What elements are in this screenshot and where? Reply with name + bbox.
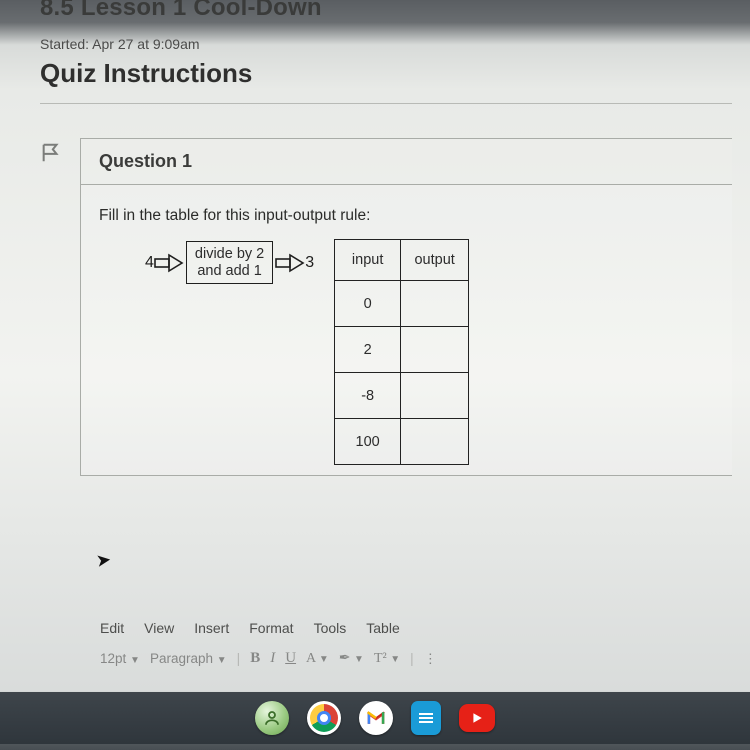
- separator: |: [237, 651, 241, 666]
- menu-format[interactable]: Format: [249, 620, 293, 636]
- table-cell-output[interactable]: [401, 373, 469, 419]
- arrow-icon: [154, 252, 184, 274]
- table-cell-input: 2: [335, 327, 401, 373]
- paragraph-select[interactable]: Paragraph ▼: [150, 651, 227, 666]
- taskbar: [0, 692, 750, 744]
- table-cell-input: 100: [335, 419, 401, 465]
- italic-button[interactable]: I: [270, 650, 275, 667]
- arrow-icon: [275, 252, 305, 274]
- more-button[interactable]: ⋮: [424, 651, 438, 667]
- flag-question-icon[interactable]: [40, 142, 62, 164]
- menu-table[interactable]: Table: [366, 620, 399, 636]
- rule-box: divide by 2 and add 1: [186, 241, 273, 284]
- cursor-icon: ➤: [95, 549, 113, 572]
- underline-button[interactable]: U: [285, 650, 296, 667]
- divider: [40, 103, 732, 104]
- bold-button[interactable]: B: [250, 650, 260, 667]
- question-card: Question 1 Fill in the table for this in…: [80, 138, 732, 476]
- taskbar-docs-icon[interactable]: [411, 701, 441, 735]
- table-cell-output[interactable]: [401, 419, 469, 465]
- table-cell-input: -8: [335, 373, 401, 419]
- question-prompt: Fill in the table for this input-output …: [99, 207, 714, 225]
- separator: |: [410, 651, 414, 666]
- table-header-input: input: [335, 240, 401, 281]
- rule-output-value: 3: [305, 254, 314, 272]
- table-header-output: output: [401, 240, 469, 281]
- started-timestamp: Started: Apr 27 at 9:09am: [40, 36, 732, 52]
- question-header: Question 1: [81, 139, 732, 185]
- quiz-instructions-title: Quiz Instructions: [40, 58, 732, 89]
- editor-toolbar: 12pt ▼ Paragraph ▼ | B I U A ▼ ✒ ▼ T² ▼ …: [100, 650, 437, 667]
- superscript-button[interactable]: T² ▼: [374, 651, 400, 667]
- table-cell-output[interactable]: [401, 327, 469, 373]
- editor-menu-bar: Edit View Insert Format Tools Table: [100, 620, 400, 636]
- menu-tools[interactable]: Tools: [314, 620, 347, 636]
- menu-insert[interactable]: Insert: [194, 620, 229, 636]
- taskbar-app-icon[interactable]: [255, 701, 289, 735]
- menu-view[interactable]: View: [144, 620, 174, 636]
- rule-diagram: 4 divide by 2 and add 1: [145, 241, 314, 284]
- taskbar-gmail-icon[interactable]: [359, 701, 393, 735]
- rule-line-2: and add 1: [195, 263, 264, 280]
- table-cell-output[interactable]: [401, 281, 469, 327]
- menu-edit[interactable]: Edit: [100, 620, 124, 636]
- table-row: 0: [335, 281, 469, 327]
- rule-input-value: 4: [145, 254, 154, 272]
- highlight-button[interactable]: ✒ ▼: [339, 650, 364, 667]
- table-cell-input: 0: [335, 281, 401, 327]
- table-row: 100: [335, 419, 469, 465]
- rule-line-1: divide by 2: [195, 246, 264, 263]
- lesson-title: 8.5 Lesson 1 Cool-Down: [40, 0, 732, 22]
- input-output-table: input output 0 2 -8: [334, 239, 469, 465]
- textcolor-button[interactable]: A ▼: [306, 651, 329, 667]
- taskbar-youtube-icon[interactable]: [459, 704, 495, 732]
- table-row: -8: [335, 373, 469, 419]
- fontsize-select[interactable]: 12pt ▼: [100, 651, 140, 666]
- taskbar-chrome-icon[interactable]: [307, 701, 341, 735]
- table-row: 2: [335, 327, 469, 373]
